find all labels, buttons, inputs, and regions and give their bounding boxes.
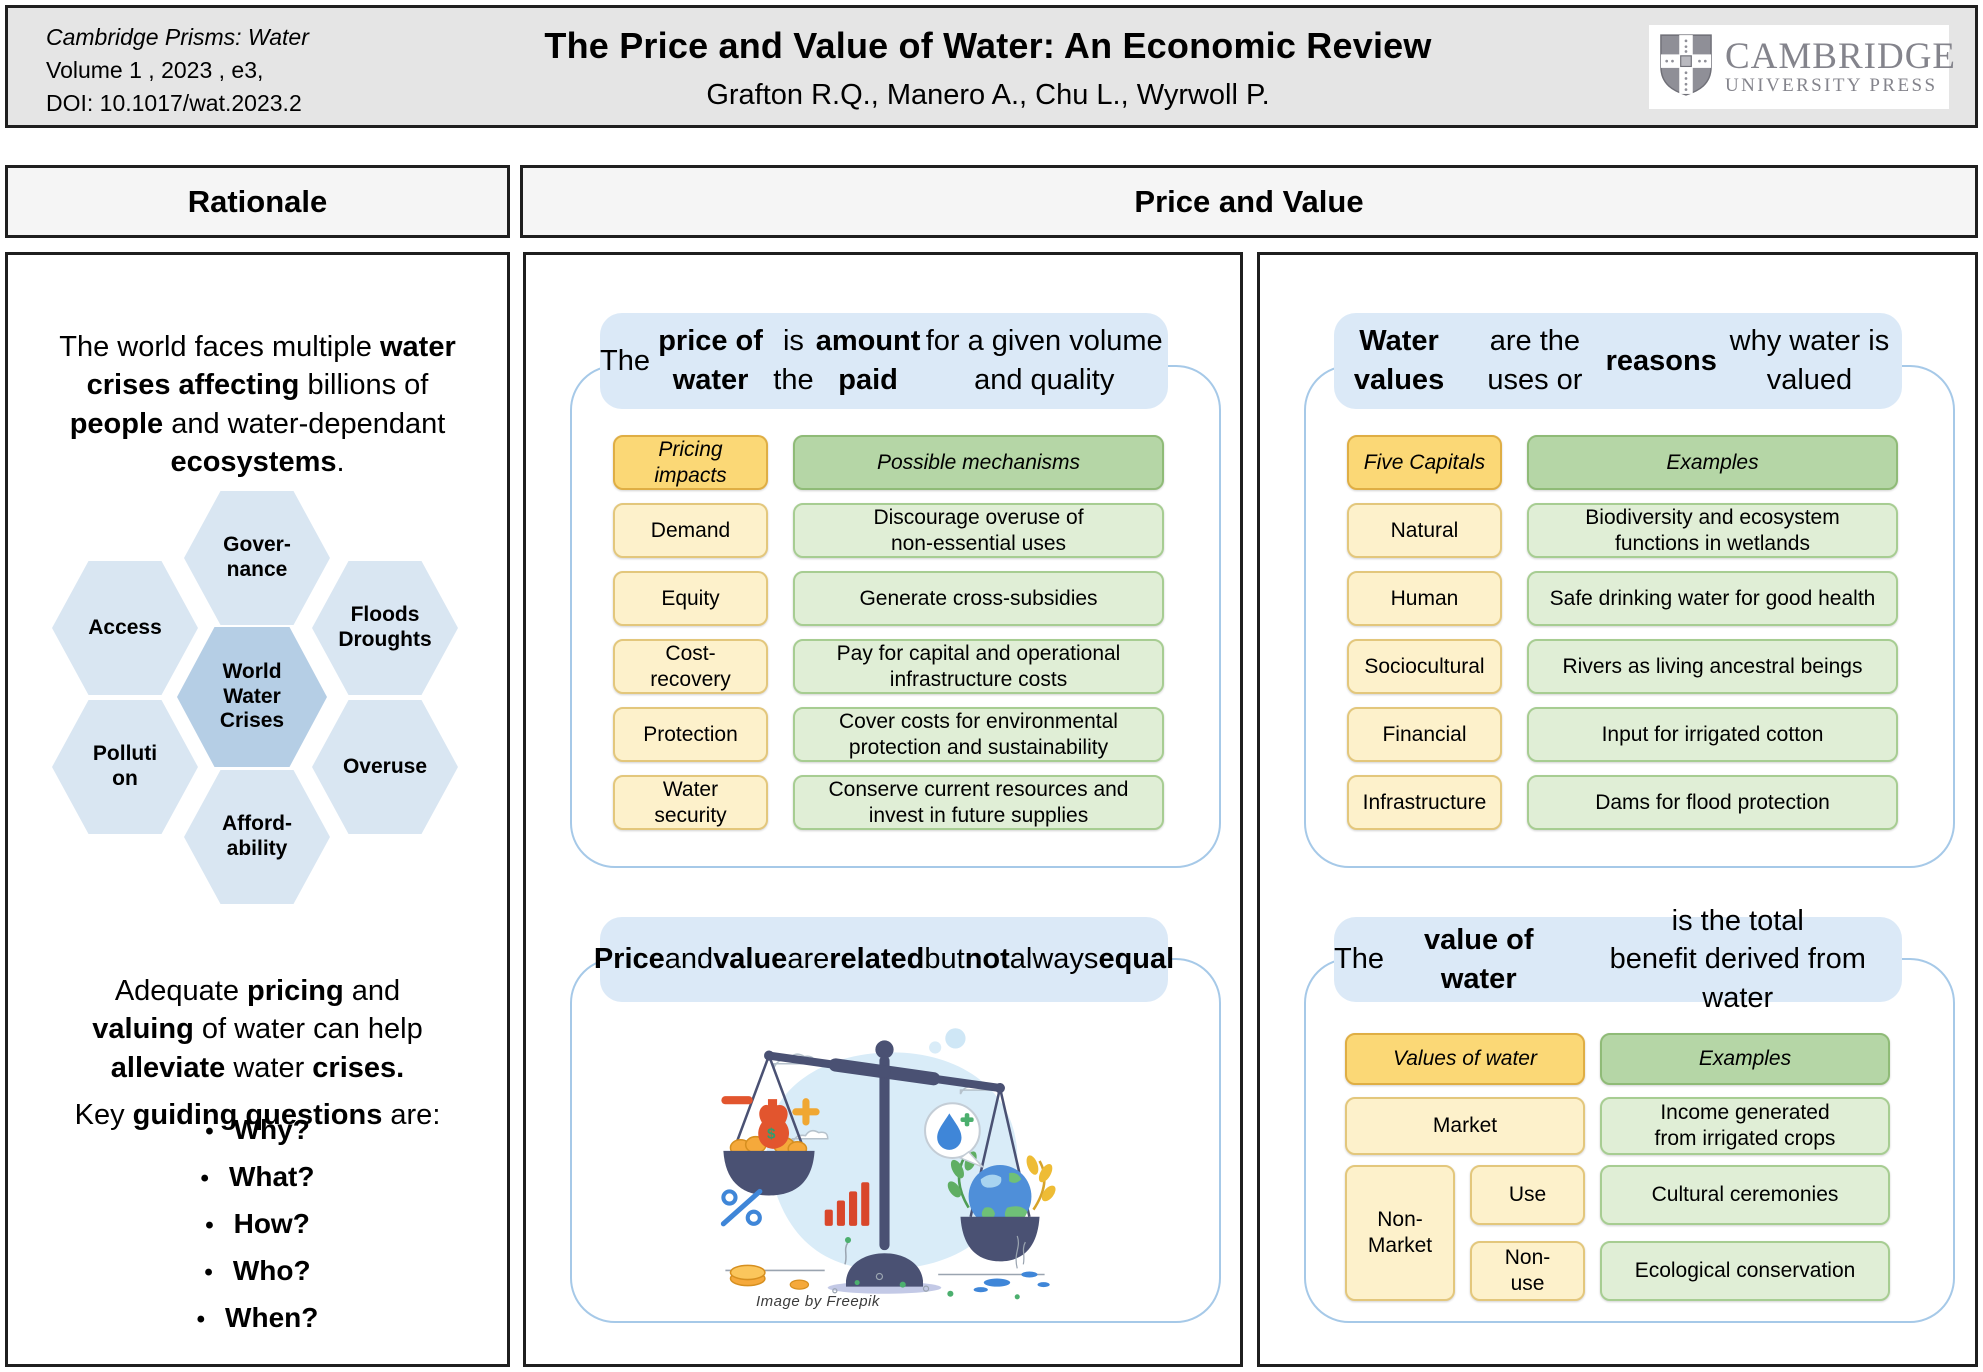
impact-cell-protection: Protection [613, 707, 768, 762]
example-cell-natural: Biodiversity and ecosystem functions in … [1527, 503, 1898, 558]
example-cell-human: Safe drinking water for good health [1527, 571, 1898, 626]
publisher-name-line2: UNIVERSITY PRESS [1725, 75, 1938, 97]
journal-info: Cambridge Prisms: Water Volume 1 , 2023 … [46, 21, 309, 120]
example-cell-market: Income generated from irrigated crops [1600, 1097, 1890, 1155]
hex-world-water-crises: World Water Crises [177, 627, 327, 767]
header: Cambridge Prisms: Water Volume 1 , 2023 … [5, 5, 1978, 128]
mechanism-cell-water-security: Conserve current resources and invest in… [793, 775, 1164, 830]
value-cell-non-market: Non- Market [1345, 1165, 1455, 1301]
column-header-possible-mechanisms: Possible mechanisms [793, 435, 1164, 490]
pricing-impacts-table: Pricing impacts Possible mechanisms Dema… [613, 435, 1164, 830]
water-values-heading: Water values are the uses or reasons why… [1334, 313, 1902, 409]
journal-doi: DOI: 10.1017/wat.2023.2 [46, 89, 302, 116]
column-header-examples-bottom: Examples [1600, 1033, 1890, 1085]
example-cell-infrastructure: Dams for flood protection [1527, 775, 1898, 830]
freepik-image-credit: Image by Freepik [756, 1293, 880, 1310]
capital-cell-sociocultural: Sociocultural [1347, 639, 1502, 694]
column-header-pricing-impacts: Pricing impacts [613, 435, 768, 490]
impact-cell-cost-recovery: Cost- recovery [613, 639, 768, 694]
svg-text:$: $ [767, 1126, 776, 1143]
impact-cell-equity: Equity [613, 571, 768, 626]
pricing-help-paragraph: Adequate pricing and valuing of water ca… [92, 975, 423, 1084]
capital-cell-natural: Natural [1347, 503, 1502, 558]
price-panel: The price of water is the amount paid fo… [523, 252, 1243, 1367]
journal-name: Cambridge Prisms: Water [46, 24, 309, 50]
total-value-heading: The value of water is the total benefit … [1334, 905, 1902, 1014]
price-value-relation-heading: Price and value are related but not alwa… [594, 917, 1174, 1002]
impact-cell-demand: Demand [613, 503, 768, 558]
five-capitals-table: Five Capitals Examples Natural Biodivers… [1347, 435, 1898, 830]
value-panel: Water values are the uses or reasons why… [1257, 252, 1978, 1367]
hex-pollution: Polluti on [52, 700, 198, 834]
column-header-values-of-water: Values of water [1345, 1033, 1585, 1085]
mechanism-cell-protection: Cover costs for environmental protection… [793, 707, 1164, 762]
value-cell-market: Market [1345, 1097, 1585, 1155]
capital-cell-financial: Financial [1347, 707, 1502, 762]
title-block: The Price and Value of Water: An Economi… [338, 8, 1638, 125]
question-item-why: Why? [8, 1107, 507, 1154]
intro-paragraph: The world faces multiple water crises af… [59, 331, 456, 478]
authors: Grafton R.Q., Manero A., Chu L., Wyrwoll… [706, 79, 1270, 111]
price-definition-heading: The price of water is the amount paid fo… [600, 313, 1168, 409]
page-title: The Price and Value of Water: An Economi… [544, 25, 1432, 66]
mechanism-cell-demand: Discourage overuse of non-essential uses [793, 503, 1164, 558]
example-cell-use: Cultural ceremonies [1600, 1165, 1890, 1225]
mechanism-cell-equity: Generate cross-subsidies [793, 571, 1164, 626]
hex-affordability: Afford- ability [184, 770, 330, 904]
journal-volume: Volume 1 , 2023 , e3, [46, 56, 264, 83]
balance-scale-illustration: $ [720, 1028, 1056, 1300]
column-header-five-capitals: Five Capitals [1347, 435, 1502, 490]
value-cell-non-use: Non- use [1470, 1241, 1585, 1301]
publisher-name-line1: CAMBRIDGE [1725, 35, 1957, 77]
section-header-price-and-value: Price and Value [520, 165, 1978, 238]
hex-floods-droughts: Floods Droughts [312, 561, 458, 695]
publisher-name: CAMBRIDGE UNIVERSITY PRESS [1725, 35, 1957, 97]
rationale-panel: The world faces multiple water crises af… [5, 252, 510, 1367]
question-item-how: How? [8, 1201, 507, 1248]
capital-cell-human: Human [1347, 571, 1502, 626]
capital-cell-infrastructure: Infrastructure [1347, 775, 1502, 830]
section-header-rationale: Rationale [5, 165, 510, 238]
hex-governance: Gover- nance [184, 491, 330, 625]
question-item-who: Who? [8, 1248, 507, 1295]
example-cell-financial: Input for irrigated cotton [1527, 707, 1898, 762]
cambridge-university-press-logo: CAMBRIDGE UNIVERSITY PRESS [1649, 25, 1955, 109]
question-item-what: What? [8, 1154, 507, 1201]
mechanism-cell-cost-recovery: Pay for capital and operational infrastr… [793, 639, 1164, 694]
hex-access: Access [52, 561, 198, 695]
example-cell-sociocultural: Rivers as living ancestral beings [1527, 639, 1898, 694]
guiding-questions-list: Why? What? How? Who? When? [8, 1107, 507, 1342]
cambridge-shield-icon [1659, 32, 1713, 103]
hex-overuse: Overuse [312, 700, 458, 834]
column-header-examples: Examples [1527, 435, 1898, 490]
impact-cell-water-security: Water security [613, 775, 768, 830]
example-cell-non-use: Ecological conservation [1600, 1241, 1890, 1301]
question-item-when: When? [8, 1295, 507, 1342]
value-cell-use: Use [1470, 1165, 1585, 1225]
